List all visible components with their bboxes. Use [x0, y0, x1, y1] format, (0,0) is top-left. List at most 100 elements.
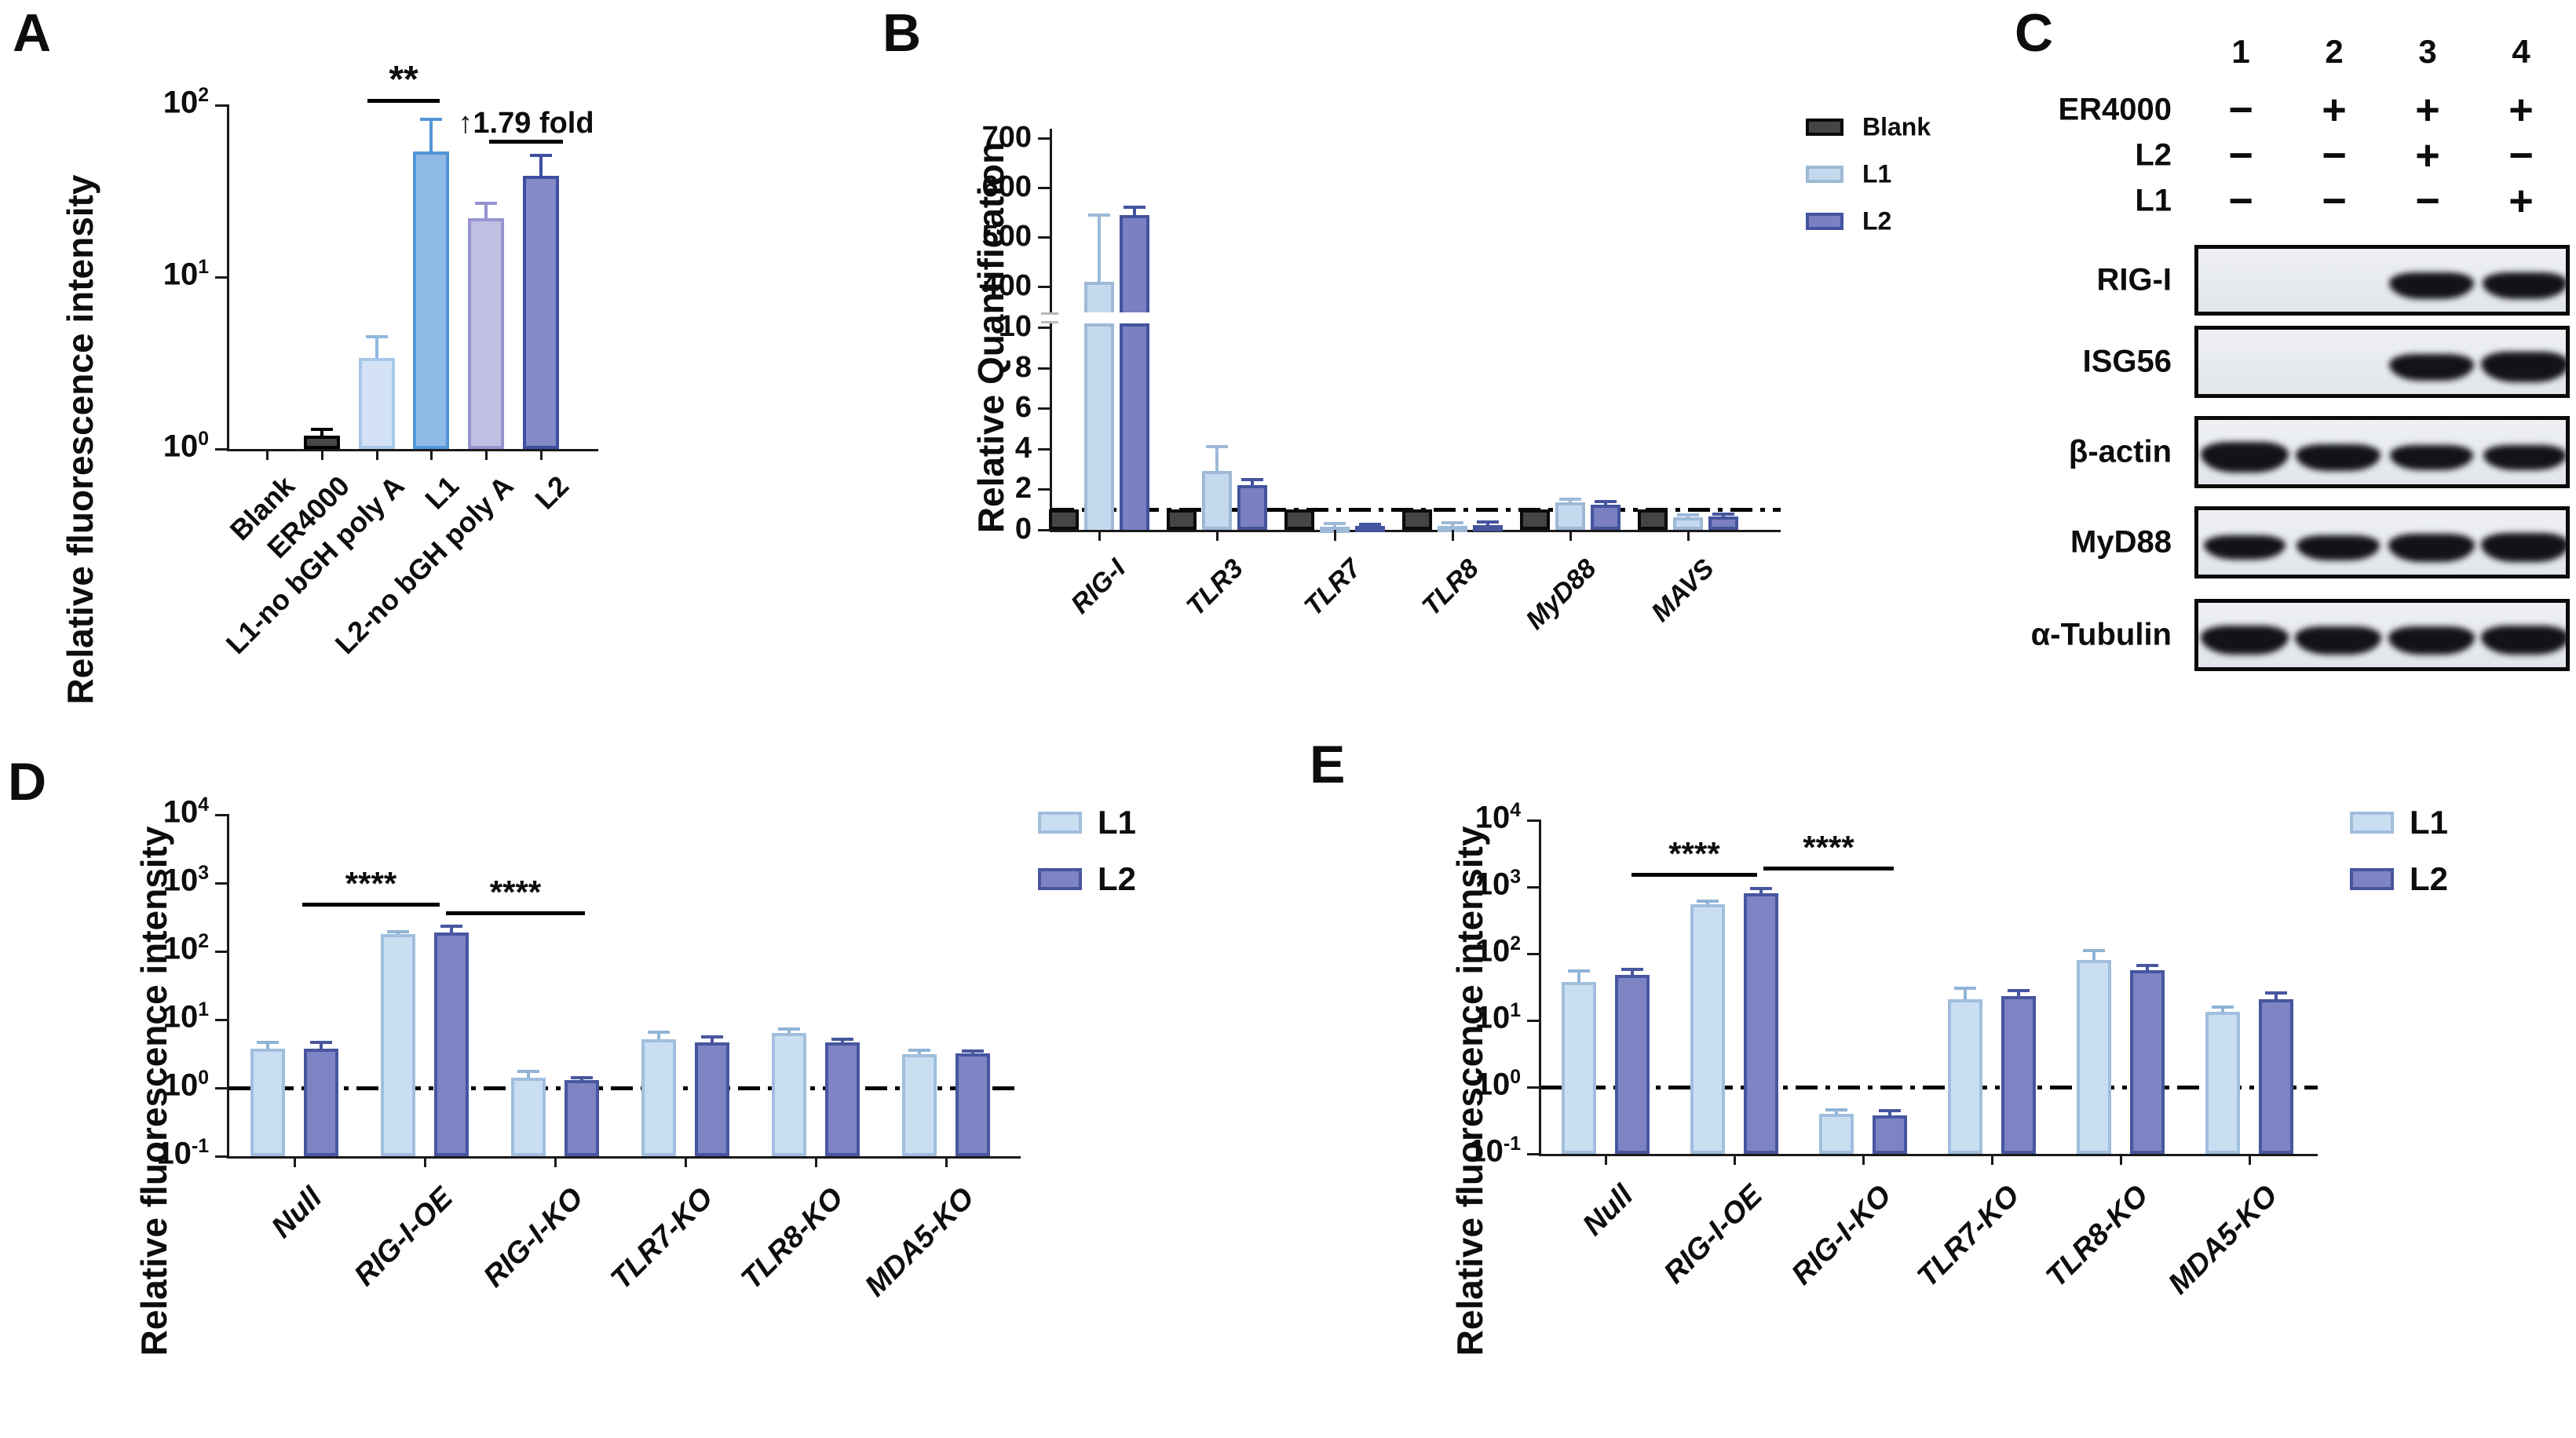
x-tick-label: L2-no bGH poly A: [328, 469, 520, 661]
error-cap: [1324, 522, 1346, 526]
bar: [1167, 509, 1197, 530]
legend-label: L1: [2410, 804, 2449, 841]
error-cap: [1477, 520, 1499, 524]
x-tick: [2120, 1154, 2122, 1165]
blot-box: [2194, 245, 2570, 316]
error-bar: [1486, 521, 1489, 525]
bar: [1690, 904, 1725, 1154]
error-cap: [1825, 1108, 1847, 1111]
bar: [902, 1054, 937, 1156]
blot-box: [2194, 416, 2570, 488]
x-tick: [2249, 1154, 2251, 1165]
blot-band: [2389, 444, 2474, 471]
x-tick-label: Blank: [223, 469, 301, 547]
bar: [434, 932, 469, 1156]
condition-label: L2: [2135, 137, 2172, 173]
error-cap: [2212, 1005, 2234, 1009]
error-bar: [375, 336, 378, 358]
bar: [1284, 509, 1314, 530]
error-bar: [1631, 969, 1634, 976]
axis-break-mark: [1041, 321, 1058, 323]
x-tick-label: TLR8: [1416, 553, 1485, 622]
bar: [250, 1048, 285, 1156]
x-tick-label: Null: [265, 1181, 329, 1245]
bar: [2259, 998, 2293, 1154]
error-bar: [841, 1039, 844, 1043]
y-tick-label: 104: [163, 794, 209, 830]
error-bar: [2275, 992, 2278, 999]
blot-band: [2483, 272, 2566, 299]
error-cap: [257, 1040, 279, 1044]
x-tick-label: TLR8-KO: [735, 1181, 850, 1297]
x-tick-label: RIG-I-KO: [477, 1181, 590, 1294]
x-tick-label: TLR8-KO: [2040, 1179, 2155, 1294]
y-tick: [215, 104, 229, 107]
significance-line: [1763, 867, 1894, 870]
bar: [1520, 509, 1550, 530]
legend-swatch: [1806, 166, 1843, 183]
axis-break-mark: [1041, 312, 1058, 315]
error-cap: [701, 1035, 723, 1038]
error-bar: [527, 1071, 530, 1078]
x-axis: [227, 1156, 1021, 1159]
x-tick: [1452, 530, 1454, 541]
error-bar: [580, 1078, 583, 1081]
bar: [1438, 525, 1467, 532]
x-tick-label: ER4000: [260, 469, 356, 564]
panel-c-letter: C: [2015, 3, 2054, 63]
blot-band: [2296, 443, 2381, 471]
bar: [1202, 471, 1232, 530]
y-tick: [1038, 367, 1052, 370]
y-tick-label: 2: [1014, 472, 1032, 505]
condition-sign: +: [2415, 132, 2440, 179]
panel-a-y-axis-label: Relative fluorescence intensity: [60, 174, 100, 705]
x-tick-label: MyD88: [1520, 553, 1602, 636]
x-tick: [554, 1156, 557, 1167]
error-bar: [266, 1042, 269, 1049]
blot-band: [2203, 535, 2286, 560]
legend-label: L2: [2410, 860, 2449, 897]
blot-band: [2296, 535, 2381, 561]
error-cap: [908, 1048, 930, 1052]
x-tick: [540, 449, 543, 460]
x-tick: [430, 449, 433, 460]
bar: [772, 1033, 806, 1156]
bar: [381, 933, 415, 1156]
condition-sign: −: [2415, 177, 2440, 224]
blot-label: β-actin: [2068, 434, 2172, 469]
y-tick: [1527, 886, 1541, 889]
x-tick-label: TLR7-KO: [1911, 1179, 2026, 1294]
error-cap: [366, 334, 388, 338]
x-tick: [945, 1156, 948, 1167]
x-tick-label: RIG-I: [1065, 553, 1131, 620]
y-tick: [215, 951, 229, 953]
error-cap: [648, 1030, 670, 1034]
bar: [2130, 969, 2165, 1154]
bar: [1320, 527, 1350, 534]
panel-b-y-axis-label: Relative Quantification: [970, 141, 1011, 534]
y-tick: [1038, 488, 1052, 491]
legend-label: L2: [1098, 860, 1137, 897]
error-bar: [1368, 524, 1372, 526]
error-bar: [1333, 524, 1336, 527]
legend-label: L1: [1098, 804, 1137, 841]
bar: [1555, 502, 1585, 530]
condition-sign: +: [2415, 86, 2440, 133]
x-tick: [1862, 1154, 1865, 1165]
significance-label: ****: [489, 874, 542, 911]
blot-band: [2481, 626, 2566, 655]
bar: [359, 357, 395, 449]
error-bar: [1098, 214, 1101, 282]
x-tick: [1569, 530, 1572, 541]
error-bar: [1604, 501, 1607, 505]
error-cap: [778, 1027, 800, 1031]
blot-box: [2194, 506, 2570, 578]
blot-band: [2200, 442, 2289, 473]
legend-swatch: [2350, 812, 2394, 834]
error-cap: [1206, 445, 1228, 449]
bar: [565, 1080, 599, 1156]
bar: [955, 1053, 990, 1156]
y-tick: [1527, 1020, 1541, 1022]
significance-line: [1631, 873, 1757, 877]
significance-line: [302, 903, 440, 907]
